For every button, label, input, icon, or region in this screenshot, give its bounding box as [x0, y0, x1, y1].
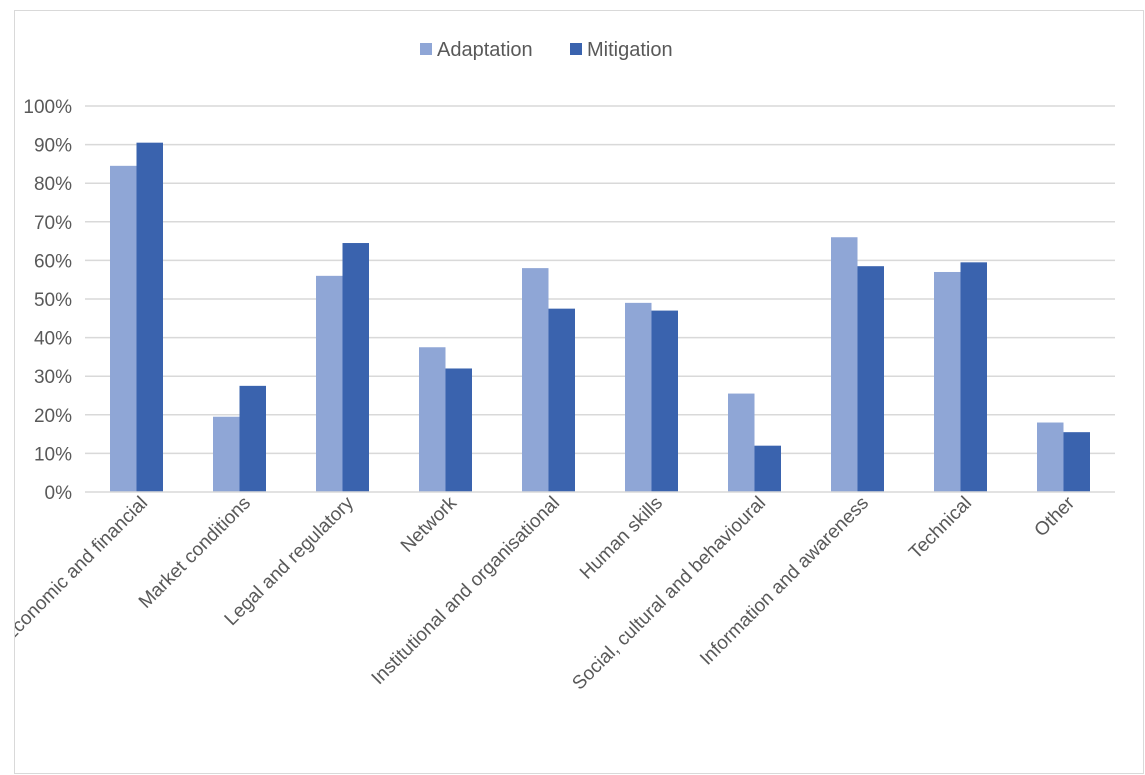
- x-tick-label: Economic and financial: [15, 493, 152, 646]
- bar-mitigation-9: [1063, 432, 1090, 492]
- y-tick-label: 60%: [34, 251, 72, 272]
- x-tick-label: Information and awareness: [696, 493, 873, 670]
- y-tick-label: 20%: [34, 406, 72, 427]
- legend[interactable]: Adaptation Mitigation: [420, 39, 673, 61]
- bar-mitigation-0: [136, 142, 163, 493]
- bar-adaptation-1: [213, 416, 240, 492]
- bar-adaptation-9: [1037, 422, 1064, 492]
- y-tick-label: 30%: [34, 367, 72, 388]
- x-tick-label: Market conditions: [135, 493, 255, 613]
- bar-chart: 0% 10% 20% 30% 40% 50% 60% 70% 80% 90% 100% Econom…: [15, 39, 1115, 694]
- bar-adaptation-5: [625, 302, 652, 492]
- bar-mitigation-1: [239, 385, 266, 492]
- y-tick-label: 40%: [34, 329, 72, 350]
- y-tick-label: 70%: [34, 213, 72, 234]
- y-tick-label: 90%: [34, 136, 72, 157]
- y-tick-label: 80%: [34, 174, 72, 195]
- bar-adaptation-4: [522, 268, 549, 492]
- bar-mitigation-8: [960, 262, 987, 492]
- bar-mitigation-4: [548, 308, 575, 492]
- bar-mitigation-7: [857, 266, 884, 492]
- bars: [110, 142, 1090, 493]
- x-tick-label: Institutional and organisational: [368, 493, 564, 689]
- legend-label: Mitigation: [587, 39, 673, 61]
- chart-frame: 0% 10% 20% 30% 40% 50% 60% 70% 80% 90% 100% Econom…: [14, 10, 1144, 774]
- bar-adaptation-0: [110, 165, 137, 492]
- legend-item[interactable]: Adaptation: [420, 39, 533, 61]
- bar-mitigation-5: [651, 310, 678, 492]
- y-tick-label: 50%: [34, 290, 72, 311]
- bar-mitigation-2: [342, 243, 369, 492]
- y-tick-label: 0%: [45, 483, 73, 504]
- bar-mitigation-6: [754, 445, 781, 492]
- x-tick-label: Social, cultural and behavioural: [568, 493, 770, 695]
- y-tick-label: 10%: [34, 444, 72, 465]
- y-tick-label: 100%: [23, 97, 72, 118]
- bar-adaptation-7: [831, 237, 858, 492]
- legend-swatch: [420, 43, 432, 55]
- y-axis-tick-labels: 0% 10% 20% 30% 40% 50% 60% 70% 80% 90% 100%: [23, 97, 72, 504]
- bar-adaptation-6: [728, 393, 755, 492]
- legend-item[interactable]: Mitigation: [570, 39, 673, 61]
- bar-mitigation-3: [445, 368, 472, 492]
- x-tick-label: Technical: [905, 493, 976, 564]
- x-tick-label: Other: [1031, 492, 1080, 541]
- bar-adaptation-3: [419, 347, 446, 492]
- x-tick-label: Network: [397, 492, 461, 556]
- bar-adaptation-2: [316, 275, 343, 492]
- legend-label: Adaptation: [437, 39, 533, 61]
- legend-swatch: [570, 43, 582, 55]
- x-tick-label: Human skills: [576, 493, 667, 584]
- bar-adaptation-8: [934, 271, 961, 492]
